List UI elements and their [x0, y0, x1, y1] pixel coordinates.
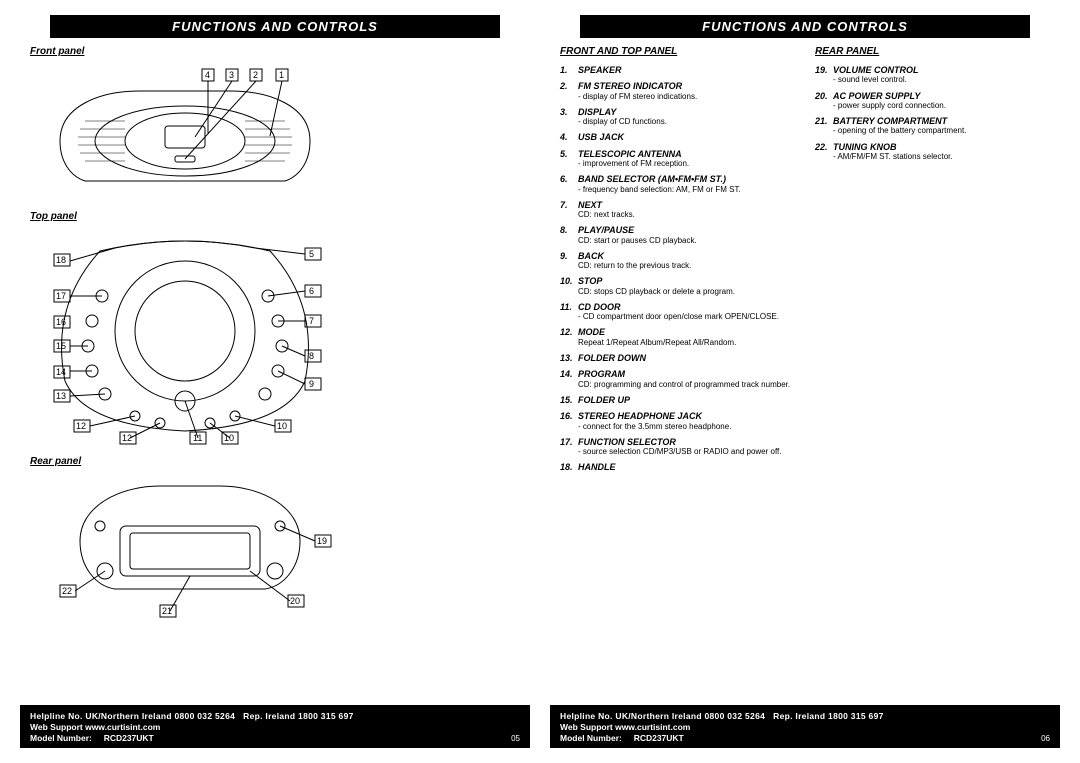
function-item: 5.TELESCOPIC ANTENNA- improvement of FM …: [560, 149, 795, 169]
co-11: 11: [193, 433, 202, 443]
co-6: 6: [309, 286, 314, 296]
co-15: 15: [56, 341, 66, 351]
function-item: 17.FUNCTION SELECTOR- source selection C…: [560, 437, 795, 457]
co-19: 19: [317, 536, 327, 546]
function-item: 1.SPEAKER: [560, 65, 795, 75]
function-item: 3.DISPLAY- display of CD functions.: [560, 107, 795, 127]
model-num: RCD237UKT: [104, 733, 154, 743]
co-21: 21: [162, 606, 172, 616]
function-item: 4.USB JACK: [560, 132, 795, 142]
function-item: 8.PLAY/PAUSECD: start or pauses CD playb…: [560, 225, 795, 245]
rear-panel-label: Rear panel: [30, 456, 520, 467]
model-label: Model Number:: [30, 733, 92, 743]
rear-panel-diagram: 19 20 21 22: [30, 471, 340, 621]
top-panel-diagram: 18 17 16 15 14 13 12 5 6 7 8 9 10 10: [30, 226, 340, 446]
co-10: 10: [277, 421, 287, 431]
function-item: 20.AC POWER SUPPLY- power supply cord co…: [815, 91, 1050, 111]
footer-right: Helpline No. UK/Northern Ireland 0800 03…: [550, 705, 1060, 748]
co-12a: 12: [76, 421, 86, 431]
callout-2: 2: [253, 70, 258, 80]
col-rear: REAR PANEL 19.VOLUME CONTROL- sound leve…: [815, 46, 1050, 705]
footer-left: Helpline No. UK/Northern Ireland 0800 03…: [20, 705, 530, 748]
function-item: 9.BACKCD: return to the previous track.: [560, 251, 795, 271]
right-content: FRONT AND TOP PANEL 1.SPEAKER 2.FM STEREO…: [550, 46, 1060, 705]
top-panel-label: Top panel: [30, 211, 520, 222]
co-18: 18: [56, 255, 66, 265]
left-content: Front panel: [20, 46, 530, 705]
function-item: 11.CD DOOR- CD compartment door open/clo…: [560, 302, 795, 322]
function-item: 7.NEXTCD: next tracks.: [560, 200, 795, 220]
page-num-right: 06: [1041, 734, 1050, 744]
function-item: 16.STEREO HEADPHONE JACK- connect for th…: [560, 411, 795, 431]
col-front-top: FRONT AND TOP PANEL 1.SPEAKER 2.FM STEREO…: [560, 46, 795, 705]
front-panel-label: Front panel: [30, 46, 520, 57]
function-item: 19.VOLUME CONTROL- sound level control.: [815, 65, 1050, 85]
page-header-r: FUNCTIONS AND CONTROLS: [580, 15, 1030, 38]
co-20: 20: [290, 596, 300, 606]
page-header: FUNCTIONS AND CONTROLS: [50, 15, 500, 38]
function-item: 10.STOPCD: stops CD playback or delete a…: [560, 276, 795, 296]
function-item: 22.TUNING KNOB- AM/FM/FM ST. stations se…: [815, 142, 1050, 162]
function-item: 6.BAND SELECTOR (AM•FM•FM ST.)- frequenc…: [560, 174, 795, 194]
page-left: FUNCTIONS AND CONTROLS Front panel: [20, 15, 530, 748]
function-item: 2.FM STEREO INDICATOR- display of FM ste…: [560, 81, 795, 101]
co-7: 7: [309, 316, 314, 326]
co-8: 8: [309, 351, 314, 361]
rep-ireland: Rep. Ireland 1800 315 697: [243, 711, 354, 721]
function-item: 18.HANDLE: [560, 462, 795, 472]
co-17: 17: [56, 291, 66, 301]
function-item: 15.FOLDER UP: [560, 395, 795, 405]
function-item: 12.MODERepeat 1/Repeat Album/Repeat All/…: [560, 327, 795, 347]
function-item: 13.FOLDER DOWN: [560, 353, 795, 363]
co-10b: 10: [224, 433, 234, 443]
co-13: 13: [56, 391, 66, 401]
col1-title: FRONT AND TOP PANEL: [560, 46, 795, 57]
front-panel-block: Front panel: [30, 46, 520, 201]
helpline: Helpline No. UK/Northern Ireland 0800 03…: [30, 711, 235, 721]
rear-panel-block: Rear panel: [30, 456, 520, 621]
callout-1: 1: [279, 70, 284, 80]
web-support: Web Support www.curtisint.com: [30, 722, 160, 732]
page-right: FUNCTIONS AND CONTROLS FRONT AND TOP PAN…: [550, 15, 1060, 748]
top-panel-block: Top panel: [30, 211, 520, 446]
function-item: 14.PROGRAMCD: programming and control of…: [560, 369, 795, 389]
co-16: 16: [56, 317, 66, 327]
co-22: 22: [62, 586, 72, 596]
front-panel-diagram: 4 3 2 1: [30, 61, 340, 201]
co-5: 5: [309, 249, 314, 259]
callout-4: 4: [205, 70, 210, 80]
function-item: 21.BATTERY COMPARTMENT- opening of the b…: [815, 116, 1050, 136]
col2-title: REAR PANEL: [815, 46, 1050, 57]
co-12: 12: [122, 433, 132, 443]
co-14: 14: [56, 367, 66, 377]
page-num-left: 05: [511, 734, 520, 744]
callout-3: 3: [229, 70, 234, 80]
co-9: 9: [309, 379, 314, 389]
